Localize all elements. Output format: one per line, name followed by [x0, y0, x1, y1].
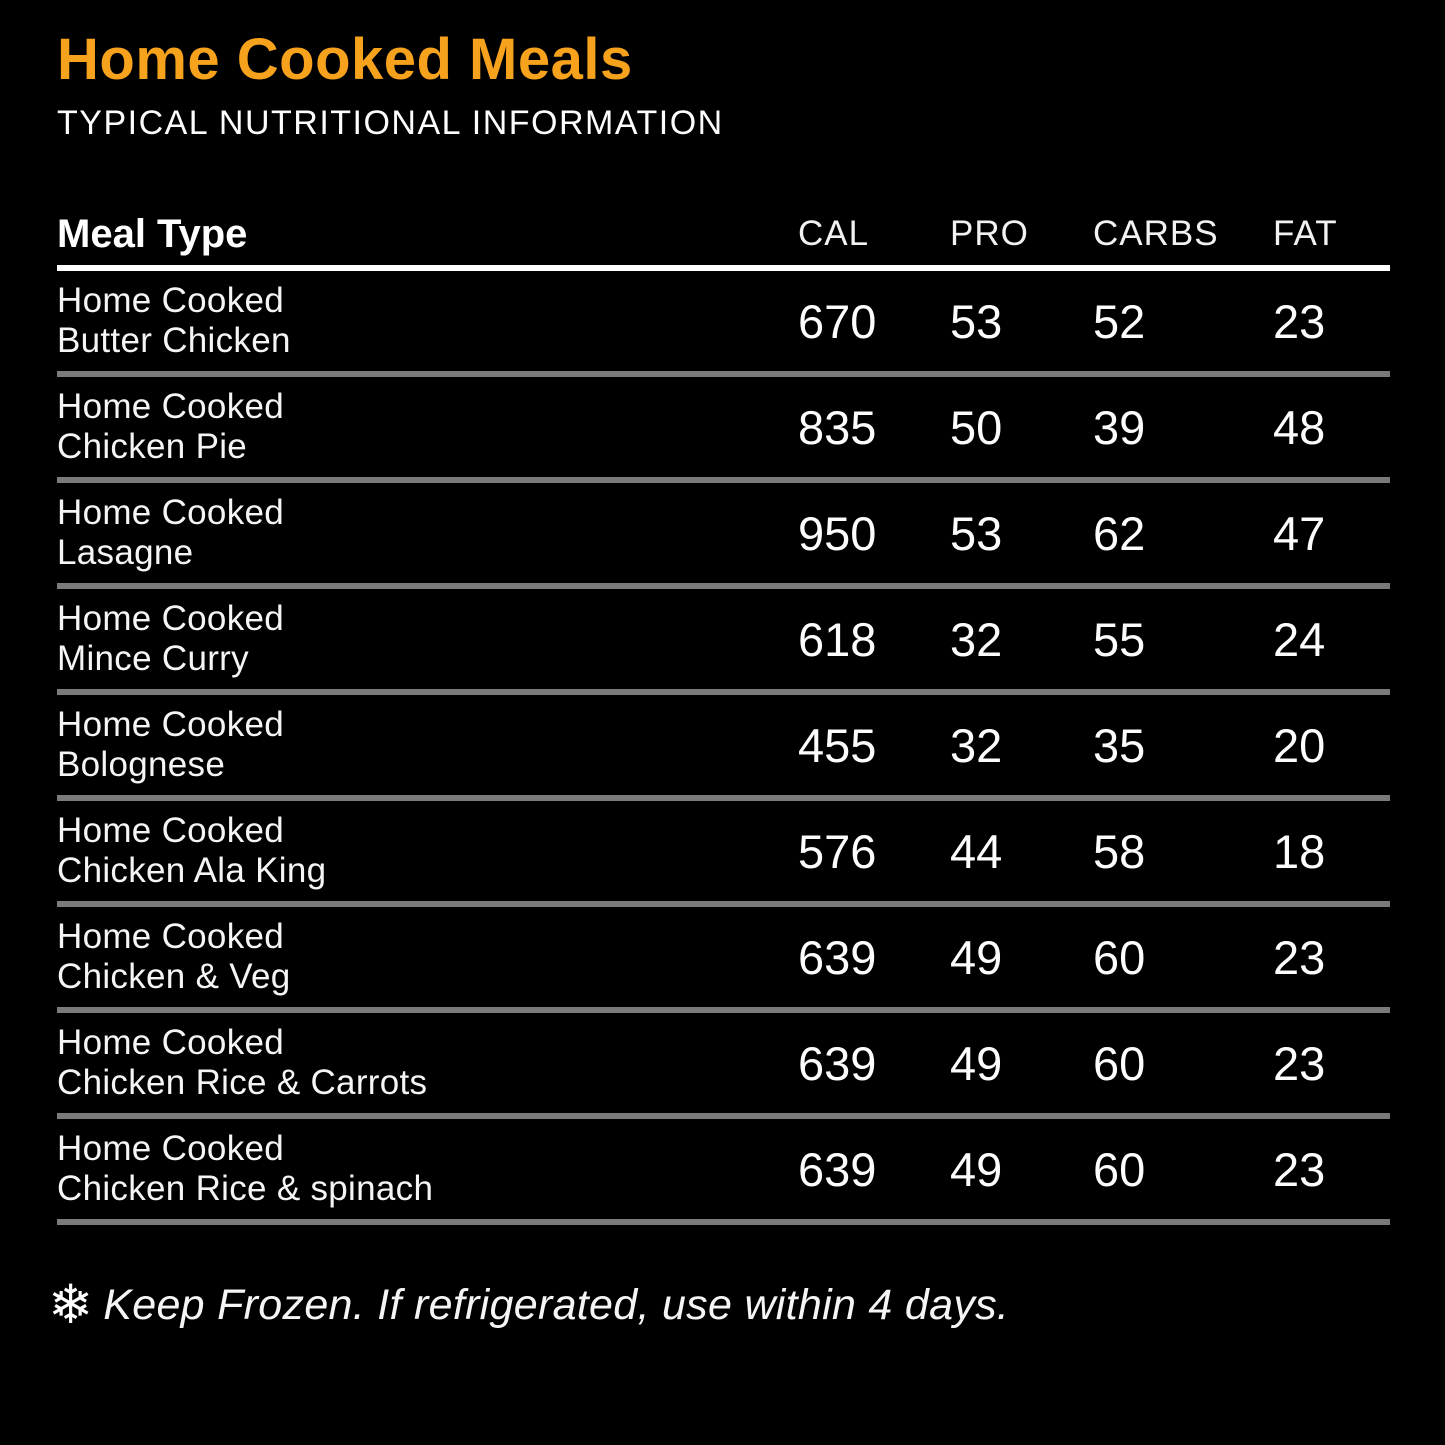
- fat-value: 23: [1273, 1036, 1326, 1090]
- page-title: Home Cooked Meals: [57, 27, 633, 92]
- meal-name: Home Cooked Lasagne: [57, 493, 285, 572]
- fat-value: 23: [1273, 294, 1326, 348]
- pro-value: 49: [950, 1142, 1003, 1196]
- pro-value: 53: [950, 506, 1003, 560]
- cal-value: 639: [798, 1036, 877, 1090]
- table-row: Home Cooked Chicken Pie 835 50 39 48: [57, 377, 1390, 477]
- storage-note: ❄ Keep Frozen. If refrigerated, use with…: [48, 1278, 1009, 1332]
- cal-value: 576: [798, 824, 877, 878]
- meal-name: Home Cooked Bolognese: [57, 705, 285, 784]
- row-divider: [57, 689, 1390, 695]
- cal-value: 670: [798, 294, 877, 348]
- pro-value: 49: [950, 1036, 1003, 1090]
- carbs-value: 60: [1093, 1142, 1146, 1196]
- carbs-value: 60: [1093, 930, 1146, 984]
- fat-value: 47: [1273, 506, 1326, 560]
- table-header-row: Meal Type CAL PRO CARBS FAT: [57, 203, 1390, 265]
- carbs-value: 52: [1093, 294, 1146, 348]
- meal-name: Home Cooked Mince Curry: [57, 599, 285, 678]
- fat-value: 24: [1273, 612, 1326, 666]
- column-header-fat: FAT: [1273, 214, 1338, 253]
- table-row: Home Cooked Mince Curry 618 32 55 24: [57, 589, 1390, 689]
- page-subtitle: TYPICAL NUTRITIONAL INFORMATION: [57, 104, 724, 142]
- snowflake-icon: ❄: [48, 1273, 94, 1336]
- row-divider: [57, 795, 1390, 801]
- meal-name: Home Cooked Chicken & Veg: [57, 917, 291, 996]
- table-row: Home Cooked Chicken & Veg 639 49 60 23: [57, 907, 1390, 1007]
- carbs-value: 60: [1093, 1036, 1146, 1090]
- table-row: Home Cooked Lasagne 950 53 62 47: [57, 483, 1390, 583]
- pro-value: 53: [950, 294, 1003, 348]
- cal-value: 639: [798, 930, 877, 984]
- row-divider: [57, 477, 1390, 483]
- table-row: Home Cooked Chicken Rice & Carrots 639 4…: [57, 1013, 1390, 1113]
- meal-name: Home Cooked Chicken Rice & Carrots: [57, 1023, 428, 1102]
- pro-value: 49: [950, 930, 1003, 984]
- meal-name: Home Cooked Butter Chicken: [57, 281, 291, 360]
- carbs-value: 62: [1093, 506, 1146, 560]
- pro-value: 50: [950, 400, 1003, 454]
- cal-value: 835: [798, 400, 877, 454]
- nutrition-table: Meal Type CAL PRO CARBS FAT Home Cooked …: [57, 203, 1390, 1225]
- column-header-cal: CAL: [798, 214, 870, 253]
- row-divider: [57, 583, 1390, 589]
- row-divider: [57, 1219, 1390, 1225]
- fat-value: 20: [1273, 718, 1326, 772]
- meal-name: Home Cooked Chicken Rice & spinach: [57, 1129, 434, 1208]
- cal-value: 950: [798, 506, 877, 560]
- cal-value: 618: [798, 612, 877, 666]
- fat-value: 48: [1273, 400, 1326, 454]
- row-divider: [57, 1113, 1390, 1119]
- column-header-pro: PRO: [950, 214, 1029, 253]
- row-divider: [57, 1007, 1390, 1013]
- carbs-value: 58: [1093, 824, 1146, 878]
- meal-name: Home Cooked Chicken Pie: [57, 387, 285, 466]
- fat-value: 23: [1273, 930, 1326, 984]
- fat-value: 23: [1273, 1142, 1326, 1196]
- column-header-meal-type: Meal Type: [57, 211, 248, 256]
- pro-value: 32: [950, 718, 1003, 772]
- table-row: Home Cooked Bolognese 455 32 35 20: [57, 695, 1390, 795]
- header-divider: [57, 265, 1390, 271]
- storage-note-text: Keep Frozen. If refrigerated, use within…: [103, 1280, 1010, 1329]
- fat-value: 18: [1273, 824, 1326, 878]
- cal-value: 639: [798, 1142, 877, 1196]
- cal-value: 455: [798, 718, 877, 772]
- pro-value: 32: [950, 612, 1003, 666]
- table-row: Home Cooked Chicken Ala King 576 44 58 1…: [57, 801, 1390, 901]
- pro-value: 44: [950, 824, 1003, 878]
- carbs-value: 39: [1093, 400, 1146, 454]
- carbs-value: 35: [1093, 718, 1146, 772]
- table-row: Home Cooked Butter Chicken 670 53 52 23: [57, 271, 1390, 371]
- meal-name: Home Cooked Chicken Ala King: [57, 811, 327, 890]
- table-row: Home Cooked Chicken Rice & spinach 639 4…: [57, 1119, 1390, 1219]
- column-header-carbs: CARBS: [1093, 214, 1219, 253]
- carbs-value: 55: [1093, 612, 1146, 666]
- row-divider: [57, 901, 1390, 907]
- row-divider: [57, 371, 1390, 377]
